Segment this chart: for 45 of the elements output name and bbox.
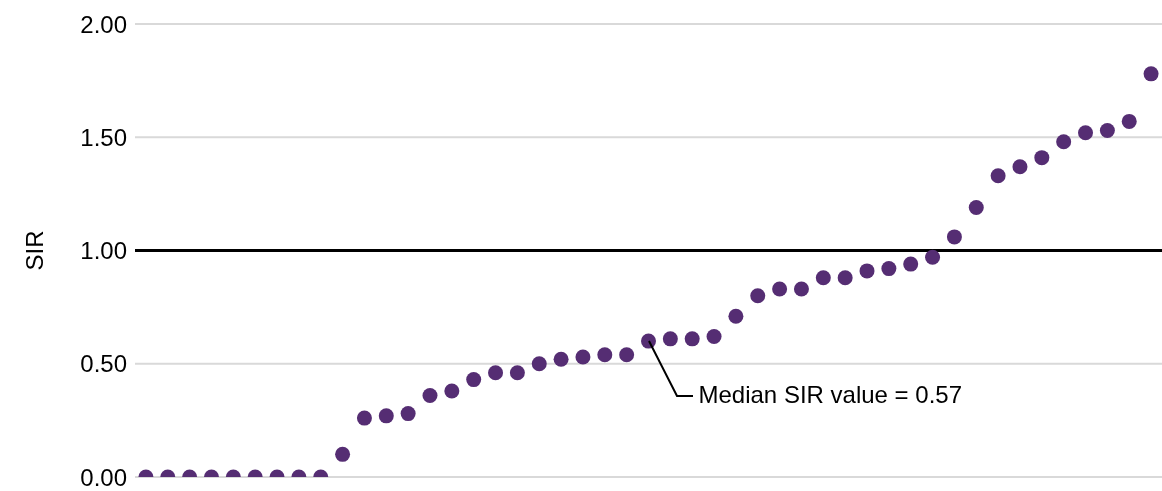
point — [1056, 134, 1072, 150]
point — [728, 308, 744, 324]
y-tick-label: 0.00 — [80, 463, 127, 491]
point — [422, 387, 438, 403]
point — [772, 281, 788, 297]
point — [575, 349, 591, 365]
point — [378, 408, 394, 424]
point — [968, 199, 984, 215]
point — [444, 383, 460, 399]
point — [509, 365, 525, 381]
y-tick-label: 0.50 — [80, 350, 127, 378]
point — [990, 168, 1006, 184]
point — [750, 288, 766, 304]
y-tick-label: 1.00 — [80, 237, 127, 265]
point — [356, 410, 372, 426]
point — [684, 331, 700, 347]
point — [925, 249, 941, 265]
point — [466, 372, 482, 388]
y-tick-label: 1.50 — [80, 123, 127, 151]
point — [619, 347, 635, 363]
point — [531, 356, 547, 372]
point — [1143, 66, 1159, 82]
point — [881, 261, 897, 277]
point — [837, 270, 853, 286]
y-tick-label: 2.00 — [80, 10, 127, 38]
point — [946, 229, 962, 245]
point — [335, 446, 351, 462]
point — [793, 281, 809, 297]
point — [706, 329, 722, 345]
point — [488, 365, 504, 381]
point — [903, 256, 919, 272]
point — [400, 406, 416, 422]
point — [641, 333, 656, 349]
point — [1078, 125, 1094, 141]
point — [1121, 113, 1137, 129]
point — [815, 270, 831, 286]
point — [1012, 159, 1028, 175]
point — [1099, 122, 1115, 138]
annotation: Median SIR value = 0.57 — [698, 381, 962, 410]
point — [597, 347, 613, 363]
point — [1034, 150, 1050, 166]
point — [553, 351, 569, 367]
point — [859, 263, 875, 279]
y-axis-title: SIR — [20, 230, 48, 271]
point — [662, 331, 678, 347]
